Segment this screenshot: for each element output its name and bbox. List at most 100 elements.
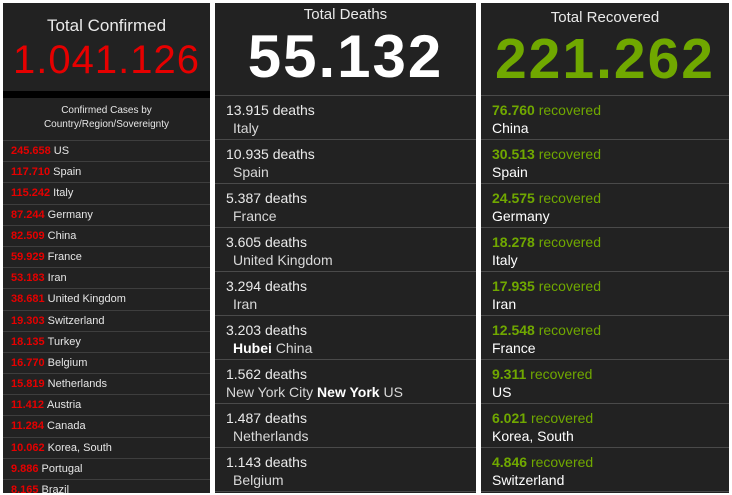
confirmed-count: 11.412 <box>11 399 45 412</box>
list-item[interactable]: 59.929 France <box>3 247 210 269</box>
recovered-header: Total Recovered 221.262 <box>481 3 729 96</box>
location-country: US <box>383 384 403 400</box>
country-name: US <box>53 145 70 157</box>
list-item[interactable]: 8.165 Brazil <box>3 480 210 493</box>
list-item[interactable]: 1.143 deaths Belgium <box>215 448 476 492</box>
confirmed-panel: Total Confirmed 1.041.126 Confirmed Case… <box>3 3 210 493</box>
recovered-count: 12.548 <box>492 322 535 338</box>
list-item[interactable]: 76.760 recovered China <box>481 96 729 140</box>
country-name: France <box>47 250 82 263</box>
list-item[interactable]: 11.284 Canada <box>3 416 210 438</box>
location-region: Hubei <box>233 340 272 356</box>
deaths-list[interactable]: 13.915 deaths Italy 10.935 deaths Spain 5.38… <box>215 96 476 492</box>
list-item[interactable]: 1.562 deaths New York City New York US <box>215 360 476 404</box>
country-name: US <box>492 384 512 400</box>
deaths-suffix: deaths <box>264 410 307 426</box>
recovered-count: 4.846 <box>492 454 528 470</box>
recovered-count: 6.021 <box>492 410 528 426</box>
list-item[interactable]: 16.770 Belgium <box>3 353 210 375</box>
list-item[interactable]: 4.846 recovered Switzerland <box>481 448 729 492</box>
list-item[interactable]: 17.935 recovered Iran <box>481 272 729 316</box>
recovered-suffix: recovered <box>530 454 594 470</box>
list-item[interactable]: 12.548 recovered France <box>481 316 729 360</box>
death-count-line: 13.915 deaths <box>226 101 476 119</box>
country-name: Turkey <box>47 335 81 348</box>
list-item[interactable]: 24.575 recovered Germany <box>481 184 729 228</box>
recovered-count-line: 6.021 recovered <box>492 409 729 427</box>
death-count-line: 5.387 deaths <box>226 189 476 207</box>
confirmed-count: 10.062 <box>11 441 45 454</box>
country-name: Spain <box>492 164 528 180</box>
list-item[interactable]: 82.509 China <box>3 226 210 247</box>
recovered-total: 221.262 <box>494 27 716 91</box>
list-item[interactable]: 6.021 recovered Korea, South <box>481 404 729 448</box>
recovered-list[interactable]: 76.760 recovered China 30.513 recovered Spa… <box>481 96 729 492</box>
list-item[interactable]: 15.819 Netherlands <box>3 374 210 396</box>
country-name: United Kingdom <box>47 293 126 306</box>
list-item[interactable]: 87.244 Germany <box>3 205 210 226</box>
list-item[interactable]: 53.183 Iran <box>3 268 210 290</box>
confirmed-count: 59.929 <box>11 250 45 263</box>
location-part: Iran <box>233 296 258 312</box>
location-part: Italy <box>233 120 259 136</box>
list-item[interactable]: 10.062 Korea, South <box>3 438 210 459</box>
country-name: Austria <box>47 399 82 412</box>
location-part: Belgium <box>233 472 284 488</box>
list-item[interactable]: 30.513 recovered Spain <box>481 140 729 184</box>
country-name: Spain <box>53 166 82 179</box>
list-item[interactable]: 18.135 Turkey <box>3 332 210 353</box>
recovered-suffix: recovered <box>530 410 594 426</box>
list-item[interactable]: 3.203 deaths Hubei China <box>215 316 476 360</box>
recovered-suffix: recovered <box>538 322 601 338</box>
deaths-header: Total Deaths 55.132 <box>215 3 476 96</box>
country-name: Switzerland <box>492 472 565 488</box>
confirmed-total: 1.041.126 <box>13 38 200 82</box>
location-part: Netherlands <box>233 428 309 444</box>
list-item[interactable]: 5.387 deaths France <box>215 184 476 228</box>
recovered-panel: Total Recovered 221.262 76.760 recovered… <box>481 3 729 493</box>
recovered-count: 30.513 <box>492 146 535 162</box>
list-item[interactable]: 11.412 Austria <box>3 395 210 417</box>
country-name: Germany <box>47 208 93 221</box>
list-item[interactable]: 117.710 Spain <box>3 162 210 184</box>
confirmed-count: 16.770 <box>11 356 45 369</box>
list-item[interactable]: 9.886 Portugal <box>3 459 210 480</box>
death-count: 1.562 <box>226 366 262 382</box>
list-item[interactable]: 3.294 deaths Iran <box>215 272 476 316</box>
list-item[interactable]: 115.242 Italy <box>3 183 210 205</box>
subtitle-line: Confirmed Cases by <box>61 105 152 116</box>
subtitle-line: Country/Region/Sovereignty <box>43 119 170 130</box>
deaths-suffix: deaths <box>264 190 307 206</box>
list-item[interactable]: 19.303 Switzerland <box>3 311 210 332</box>
recovered-count-line: 17.935 recovered <box>492 277 729 295</box>
list-item[interactable]: 10.935 deaths Spain <box>215 140 476 184</box>
list-item[interactable]: 13.915 deaths Italy <box>215 96 476 140</box>
deaths-suffix: deaths <box>264 454 307 470</box>
list-item[interactable]: 9.311 recovered US <box>481 360 729 404</box>
deaths-suffix: deaths <box>272 102 315 118</box>
deaths-suffix: deaths <box>264 234 307 250</box>
location-part: Spain <box>233 164 269 180</box>
list-item[interactable]: 245.658 US <box>3 141 210 163</box>
location-name: Belgium <box>226 471 476 489</box>
country-name: France <box>492 340 536 356</box>
list-item[interactable]: 1.487 deaths Netherlands <box>215 404 476 448</box>
deaths-suffix: deaths <box>264 278 307 294</box>
list-item[interactable]: 18.278 recovered Italy <box>481 228 729 272</box>
deaths-suffix: deaths <box>264 366 307 382</box>
confirmed-list[interactable]: 245.658 US 117.710 Spain 115.242 Italy 87.244 G… <box>3 141 210 493</box>
country-name: China <box>492 120 529 136</box>
death-count: 13.915 <box>226 102 269 118</box>
death-count: 10.935 <box>226 146 269 162</box>
deaths-suffix: deaths <box>264 322 307 338</box>
confirmed-title: Total Confirmed <box>46 16 167 35</box>
country-name: Brazil <box>41 484 70 493</box>
location-name: Spain <box>226 163 476 181</box>
confirmed-count: 18.135 <box>11 335 45 348</box>
list-item[interactable]: 3.605 deaths United Kingdom <box>215 228 476 272</box>
list-item[interactable]: 38.681 United Kingdom <box>3 289 210 311</box>
country-name: Italy <box>53 187 74 200</box>
confirmed-header: Total Confirmed 1.041.126 <box>3 3 210 91</box>
death-count-line: 3.605 deaths <box>226 233 476 251</box>
recovered-suffix: recovered <box>538 102 601 118</box>
